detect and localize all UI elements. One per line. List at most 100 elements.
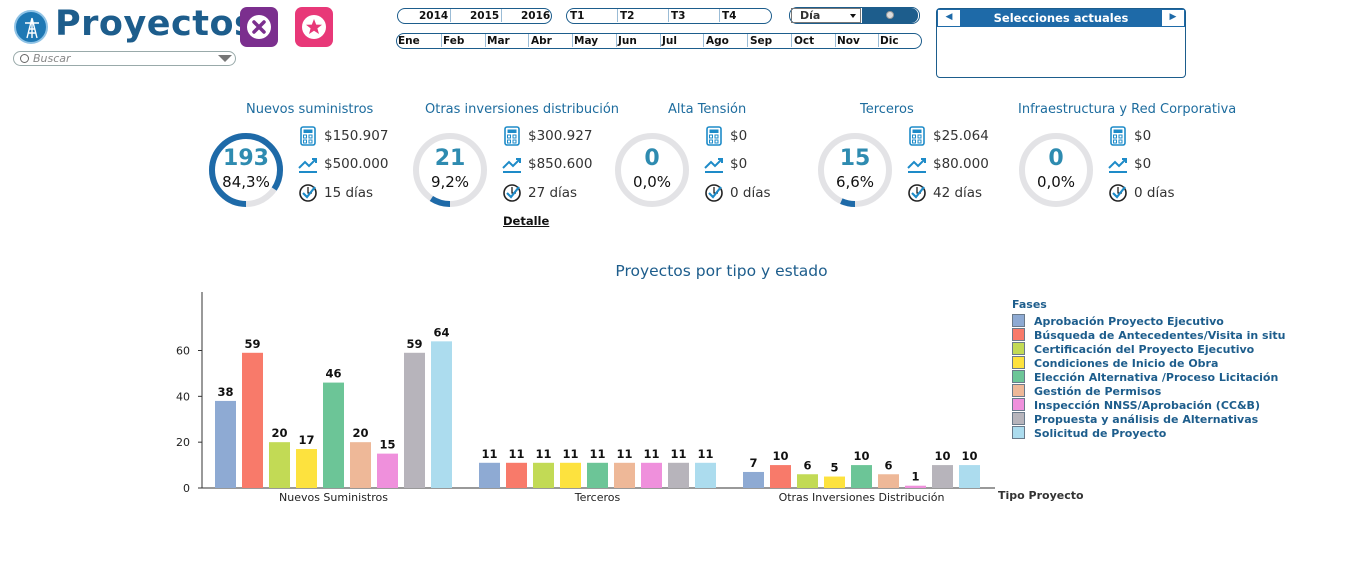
kpi-days-value: 42 días [933,185,983,201]
kpi-cost-value: $300.927 [528,128,593,144]
gauge-fill [413,133,487,207]
search-input[interactable]: Buscar [13,51,236,66]
kpi-cost-value: $0 [730,128,748,144]
bar-value-label: 10 [853,449,869,463]
bar-value-label: 11 [508,447,524,461]
legend-swatch [1012,412,1025,425]
month-item[interactable]: May [574,35,599,47]
kpi-card[interactable]: Otras inversiones distribución 21 9,2% $300… [410,100,620,230]
legend-title: Fases [1012,298,1047,311]
bar-value-label: 6 [884,458,892,472]
bar-value-label: 59 [244,337,260,351]
kpi-gauge: 0 0,0% [1016,130,1096,210]
bar [770,465,791,488]
bar-value-label: 46 [325,367,341,381]
month-item[interactable]: Sep [750,35,773,47]
bar [296,449,317,488]
quarter-item[interactable]: T1 [570,10,585,22]
slider-knob[interactable] [886,11,894,19]
month-item[interactable]: Dic [880,35,899,47]
bar [695,462,716,488]
y-tick-label: 60 [176,345,190,358]
kpi-budget-value: $500.000 [324,156,389,172]
year-item[interactable]: 2016 [521,10,551,22]
trend-up-icon [502,158,521,173]
bar-value-label: 5 [830,461,838,475]
y-tick-label: 20 [176,436,190,449]
legend-item[interactable]: Elección Alternativa /Proceso Licitación [1012,370,1285,384]
kpi-days: 0 días [704,183,771,205]
kpi-count: 0 [644,146,660,171]
kpi-cost-value: $25.064 [933,128,989,144]
category-label: Nuevos Suministros [279,491,388,504]
clear-selections-button[interactable] [240,7,278,47]
bar [797,474,818,488]
granularity-dropdown[interactable]: Día [791,8,861,23]
legend-item[interactable]: Búsqueda de Antecedentes/Visita in situ [1012,328,1285,342]
legend-item[interactable]: Gestión de Permisos [1012,384,1285,398]
year-item[interactable]: 2015 [470,10,500,22]
scroll-right-icon[interactable]: ▶ [1161,9,1185,27]
bar-value-label: 10 [772,449,788,463]
bar-value-label: 1 [911,470,919,484]
legend-item[interactable]: Solicitud de Proyecto [1012,426,1285,440]
power-tower-icon [25,17,39,39]
scroll-left-icon[interactable]: ◀ [937,9,961,27]
month-item[interactable]: Abr [531,35,552,47]
month-item[interactable]: Ago [706,35,729,47]
bar-value-label: 17 [298,433,314,447]
bar-value-label: 11 [589,447,605,461]
month-item[interactable]: Jul [662,35,677,47]
legend-item[interactable]: Aprobación Proyecto Ejecutivo [1012,314,1285,328]
quarter-item[interactable]: T2 [620,10,635,22]
legend-item[interactable]: Inspección NNSS/Aprobación (CC&B) [1012,398,1285,412]
bar-value-label: 64 [433,325,449,339]
chevron-down-icon[interactable] [218,55,232,62]
gauge-fill [209,133,283,207]
legend-label: Gestión de Permisos [1034,385,1162,398]
month-item[interactable]: Jun [618,35,637,47]
bar [269,442,290,488]
bar [824,476,845,488]
legend-item[interactable]: Condiciones de Inicio de Obra [1012,356,1285,370]
quarter-item[interactable]: T3 [671,10,686,22]
legend-item[interactable]: Certificación del Proyecto Ejecutivo [1012,342,1285,356]
kpi-budget: $80.000 [907,154,989,176]
detail-link[interactable]: Detalle [503,214,550,228]
chart-legend: Fases Aprobación Proyecto Ejecutivo Búsqu… [1012,298,1285,440]
legend-item[interactable]: Propuesta y análisis de Alternativas [1012,412,1285,426]
bar-value-label: 15 [379,438,395,452]
month-item[interactable]: Nov [837,35,860,47]
kpi-gauge: 15 6,6% [815,130,895,210]
kpi-cost: $0 [704,126,747,148]
kpi-card[interactable]: Alta Tensión 0 0,0% $0 $0 0 días [612,100,822,230]
kpi-percent: 9,2% [430,173,470,191]
bar [668,462,689,488]
granularity-slider[interactable] [862,8,918,23]
kpi-percent: 6,6% [835,173,875,191]
month-item[interactable]: Ene [398,35,420,47]
bar-value-label: 11 [697,447,713,461]
month-item[interactable]: Oct [794,35,815,47]
kpi-card[interactable]: Nuevos suministros 193 84,3% $150.907 $500.0… [206,100,416,230]
quarter-item[interactable]: T4 [722,10,737,22]
x-axis-title: Tipo Proyecto [998,489,1084,502]
bar [932,465,953,488]
bookmark-button[interactable] [295,7,333,47]
legend-label: Condiciones de Inicio de Obra [1034,357,1219,370]
legend-swatch [1012,384,1025,397]
year-item[interactable]: 2014 [419,10,449,22]
kpi-budget-value: $0 [1134,156,1152,172]
bar-value-label: 7 [749,456,757,470]
calculator-icon [909,126,925,146]
bar-value-label: 11 [535,447,551,461]
legend-swatch [1012,314,1025,327]
kpi-card[interactable]: Infraestructura y Red Corporativa 0 0,0% $0… [1016,100,1236,230]
month-item[interactable]: Feb [443,35,465,47]
month-item[interactable]: Mar [487,35,510,47]
kpi-card[interactable]: Terceros 15 6,6% $25.064 $80.000 42 días [815,100,1025,230]
y-tick-label: 40 [176,390,190,403]
search-icon [20,54,29,63]
legend-swatch [1012,328,1025,341]
kpi-cost-value: $150.907 [324,128,389,144]
